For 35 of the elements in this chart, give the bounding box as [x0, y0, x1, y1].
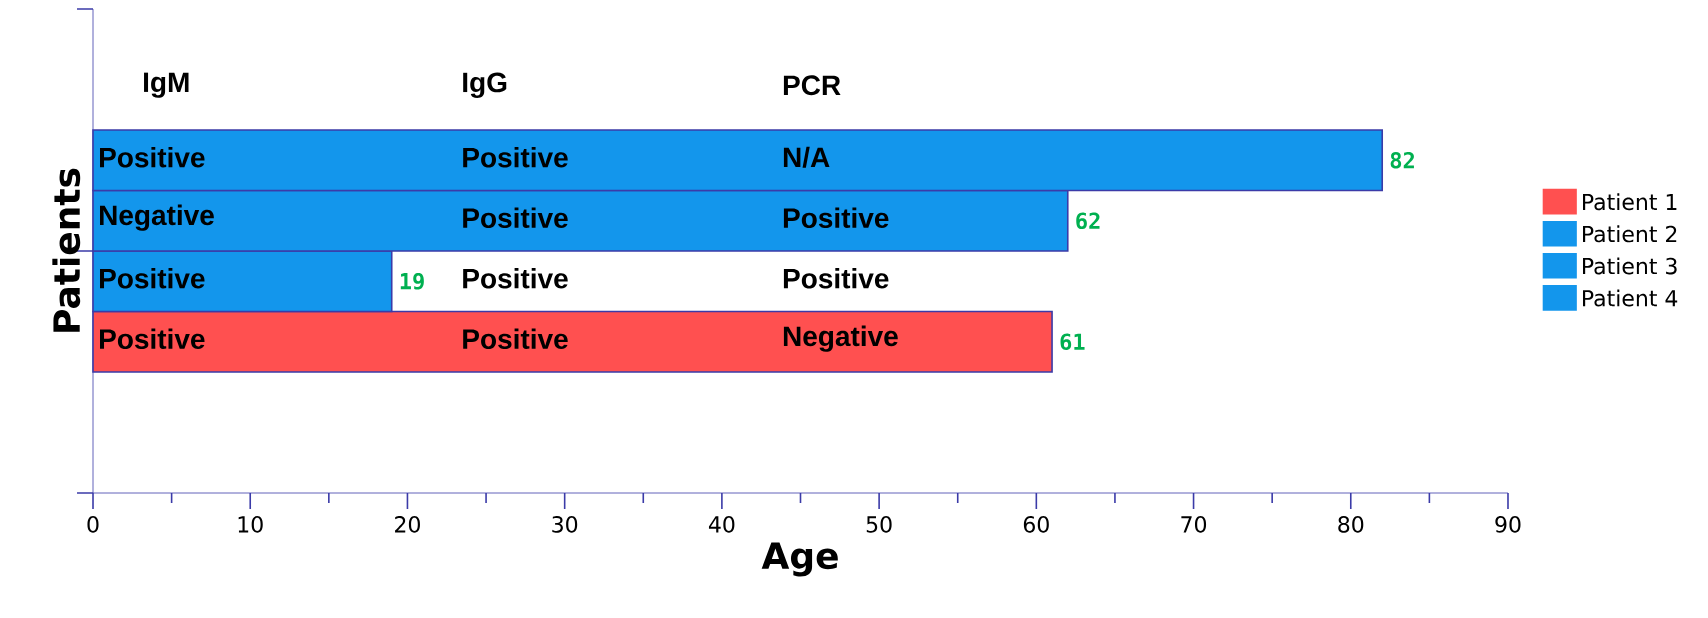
annotation: Negative	[783, 325, 898, 352]
annotation: Positive	[463, 146, 568, 168]
legend-label: Patient 4	[1583, 289, 1678, 307]
annotation: IgG	[463, 72, 507, 98]
data-label: 61	[1060, 333, 1085, 351]
x-tick-label: 20	[395, 516, 420, 533]
annotation: Positive	[463, 328, 568, 350]
x-tick-label: 0	[87, 516, 99, 533]
data-label: 62	[1076, 212, 1100, 230]
data-label: 82	[1390, 151, 1414, 169]
annotation: Positive	[100, 146, 205, 168]
x-tick-label: 40	[708, 516, 735, 533]
annotation: IgM	[144, 72, 189, 98]
annotation: Negative	[100, 204, 214, 231]
legend-label: Patient 1	[1583, 193, 1677, 211]
x-tick-label: 10	[238, 516, 263, 533]
x-axis-title: Age	[761, 542, 838, 577]
annotation: Positive	[100, 328, 205, 350]
x-tick-label: 80	[1338, 516, 1364, 533]
annotation: Positive	[100, 267, 205, 289]
y-axis-title: Patients	[52, 168, 81, 332]
data-label: 19	[400, 272, 424, 290]
x-tick-label: 60	[1023, 516, 1049, 533]
annotation: Positive	[783, 267, 889, 289]
annotation: N/A	[783, 146, 830, 168]
annotation: Positive	[463, 267, 568, 289]
legend-label: Patient 3	[1583, 257, 1677, 275]
annotation: Positive	[463, 207, 568, 229]
x-tick-label: 90	[1495, 516, 1521, 533]
x-tick-label: 30	[552, 516, 578, 533]
x-tick-label: 70	[1181, 516, 1207, 533]
annotation: PCR	[783, 75, 841, 96]
legend-label: Patient 2	[1583, 225, 1677, 243]
annotation: Positive	[783, 207, 889, 229]
x-tick-label: 50	[866, 516, 892, 533]
